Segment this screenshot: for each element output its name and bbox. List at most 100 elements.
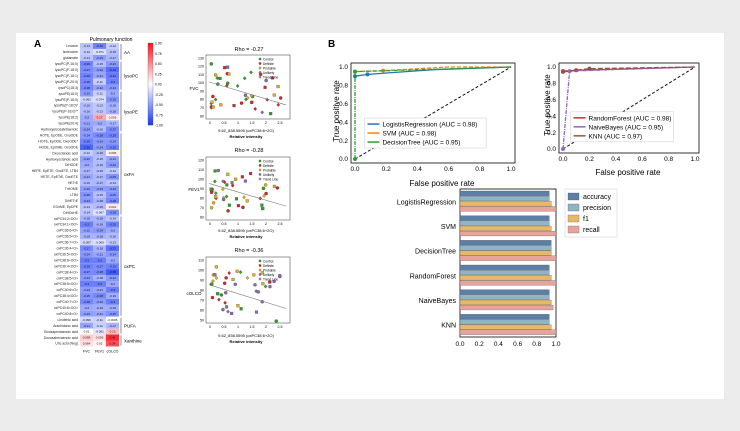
heatmap-cell-value: -0.29: [96, 44, 103, 48]
heatmap-row-label: oxPC36:4<OO>: [54, 264, 78, 268]
scatter-xtick: 1.5: [250, 121, 255, 125]
metrics-legend-label: f1: [583, 216, 589, 223]
heatmap-cell: [93, 173, 106, 180]
heatmap-row-label: lysoPE(P-18:0): [55, 98, 78, 102]
colorbar-tick: -0.75: [155, 113, 163, 117]
metrics-bar-accuracy: [459, 264, 550, 270]
heatmap-cell: [93, 239, 106, 246]
heatmap-cell-value: -0.18: [96, 217, 103, 221]
heatmap-column-label: cOLCO: [107, 349, 119, 353]
metrics-bar-recall: [459, 280, 557, 286]
scatter-legend-marker: [258, 62, 262, 65]
scatter-ytick: 60: [200, 308, 204, 312]
scatter-point: [240, 175, 244, 179]
heatmap-cell: [80, 150, 93, 157]
heatmap-cell: [80, 179, 93, 186]
metrics-category-label: RandomForest: [410, 273, 456, 280]
scatter-legend-label: Unlikely: [263, 71, 275, 75]
scatter-point: [214, 265, 219, 269]
metrics-xtick: 1.0: [551, 341, 560, 348]
heatmap-cell-value: -0.16: [109, 235, 116, 239]
heatmap-cell-value: -0.24: [109, 187, 116, 191]
heatmap-cell: [80, 102, 93, 109]
heatmap-cell: [93, 144, 106, 151]
heatmap-cell: [93, 120, 106, 127]
scatter-xtick: 1: [237, 121, 239, 125]
heatmap-cell-value: -0.24: [83, 252, 90, 256]
heatmap-cell-value: -0.3: [84, 223, 90, 227]
heatmap-cell-value: -0.11: [96, 318, 103, 322]
heatmap-cell-value: -0.29: [109, 133, 116, 137]
scatter-point: [234, 177, 238, 181]
metrics-bar-f1: [459, 201, 552, 207]
heatmap-cell: [93, 132, 106, 139]
heatmap-cell: [80, 173, 93, 180]
roc-curve-marker: [587, 66, 592, 71]
heatmap-cell: [80, 310, 93, 317]
heatmap-cell: [80, 263, 93, 270]
heatmap-cell-value: -0.16: [96, 127, 103, 131]
roc-curve-marker: [561, 69, 565, 74]
heatmap-cell: [93, 138, 106, 145]
heatmap-cell-value: -0.2: [110, 229, 116, 233]
roc-ytick: 0.8: [339, 83, 348, 90]
heatmap-cell-value: -0.22: [83, 229, 90, 233]
scatter-xtick: 2: [265, 325, 267, 329]
heatmap-cell: [80, 162, 93, 168]
scatter-legend-marker: [258, 259, 262, 263]
heatmap-cell-value: -0.069: [95, 240, 104, 244]
roc-ylabel: True positive rate: [332, 80, 341, 142]
heatmap-cell-value: -0.2: [110, 92, 116, 96]
heatmap-cell: [93, 263, 106, 270]
heatmap-cell: [80, 144, 93, 151]
scatter-ytick: 130: [198, 56, 204, 60]
colorbar-step: [148, 43, 153, 46]
scatter-legend-marker: [258, 268, 262, 272]
heatmap-cell: [106, 304, 119, 311]
heatmap-row-label: HODE, EpOME, OxoODE: [39, 145, 79, 149]
roc-ytick: 0.4: [339, 119, 348, 126]
colorbar-step: [148, 108, 153, 111]
heatmap-cell: [106, 84, 119, 91]
scatter-point: [264, 191, 268, 196]
heatmap-cell-value: -0.24: [83, 276, 90, 280]
heatmap-cell-value: -0.34: [109, 68, 116, 72]
heatmap-cell: [93, 179, 106, 186]
group-label: Xanthine: [124, 339, 142, 344]
scatter-legend-label: Probable: [263, 168, 276, 172]
heatmap-cell-value: -0.24: [109, 276, 116, 280]
metrics-category-label: KNN: [441, 323, 456, 330]
scatter-point: [211, 94, 215, 99]
scatter-trend-line: [208, 81, 287, 106]
scatter-point: [216, 168, 221, 173]
heatmap-cell-value: -0.23: [83, 187, 90, 191]
heatmap-row-label: HOTE, EpODE, OxoODE: [40, 133, 79, 137]
heatmap-cell-value: -0.17: [96, 181, 103, 185]
heatmap-cell-value: -0.16: [96, 205, 103, 209]
heatmap-cell: [80, 245, 93, 252]
heatmap-cell: [80, 221, 93, 228]
scatter-legend-marker: [258, 71, 262, 74]
heatmap-cell: [106, 108, 119, 115]
heatmap-cell: [80, 108, 93, 115]
heatmap-cell: [106, 90, 119, 97]
scatter-legend-label: Definite: [263, 62, 274, 66]
heatmap-cell: [93, 150, 106, 157]
heatmap-row-label: lysoPE(20:4): [59, 122, 78, 126]
group-label: PUFA: [124, 324, 136, 329]
scatter-point: [250, 100, 254, 104]
scatter-ytick: 100: [198, 177, 204, 181]
scatter-point: [242, 76, 247, 81]
heatmap-cell-value: -0.2: [84, 163, 90, 167]
heatmap-row-label: glutamate: [63, 56, 78, 60]
heatmap-cell-value: -0.24: [109, 86, 116, 90]
heatmap-cell-value: -0.31: [109, 74, 116, 78]
colorbar-step: [148, 118, 153, 122]
heatmap-cell: [93, 286, 106, 293]
heatmap-row-label: oxPC40:6<O>: [57, 288, 79, 292]
heatmap-row-label: lysoPC(18:3): [58, 86, 78, 90]
heatmap-cell-value: -0.29: [83, 139, 90, 143]
scatter-point: [261, 207, 265, 211]
heatmap-cell: [106, 191, 119, 198]
heatmap-cell-value: -0.17: [109, 121, 116, 125]
